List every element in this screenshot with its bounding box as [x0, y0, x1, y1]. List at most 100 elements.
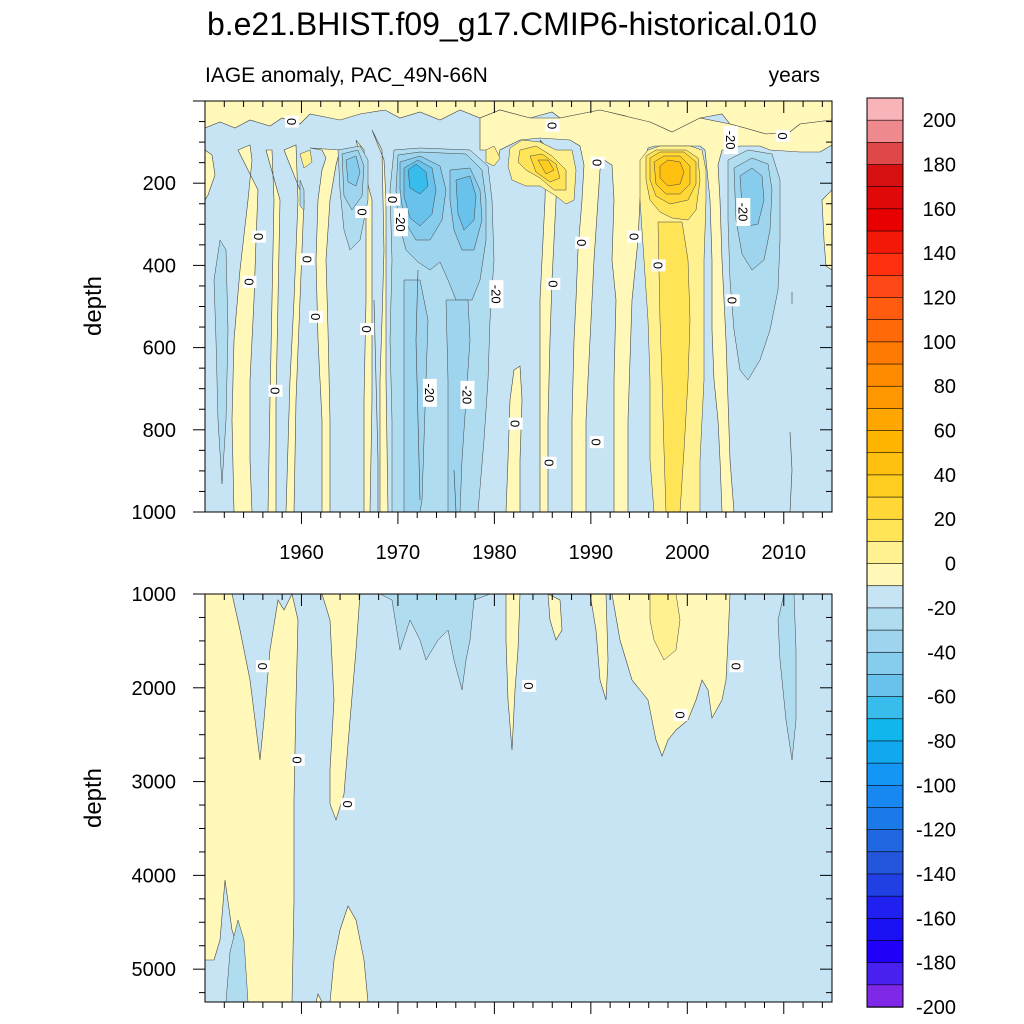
colorbar-swatch [866, 607, 904, 631]
pos-40-b [537, 159, 555, 175]
colorbar: 200180160140120100806040200-20-40-60-80-… [866, 97, 956, 1019]
contour-label-text: 0 [359, 325, 374, 332]
upper-contour-labels: 0 0 -20 0 0 0 0 -20 -20 0 0 0 0 0 0 0 -20 0 0 0 0 -20 -20 0 0 0 [241, 115, 790, 469]
contour-label-bg [589, 436, 604, 449]
contour-label: 0 [241, 275, 257, 288]
contour-label: 0 [626, 230, 642, 243]
upper-y-tick-label: 200 [143, 173, 176, 195]
contour-label-text: 0 [241, 278, 256, 285]
contour-label-text: -20 [393, 213, 408, 232]
contour-label-bg [522, 679, 537, 692]
lower-negative-regions [225, 594, 797, 1002]
contour-label-bg [736, 197, 751, 226]
contour-label-text: 0 [284, 118, 299, 125]
colorbar-swatch [866, 696, 904, 720]
contour-label-text: -20 [735, 203, 750, 222]
upper-x-tick-label: 2000 [665, 542, 710, 564]
colorbar-tick-label: -100 [916, 775, 956, 797]
contour-label-bg [545, 119, 560, 132]
contour-label: 0 [385, 193, 401, 206]
contour-label: -20 [723, 126, 738, 155]
colorbar-swatch [866, 762, 904, 786]
contour-label: 0 [574, 236, 590, 249]
contour-label-bg [575, 236, 590, 249]
colorbar-swatch [866, 319, 904, 343]
pos-band-11 [539, 139, 559, 512]
contour-label-bg [355, 205, 370, 218]
colorbar-tick-label: 100 [923, 332, 956, 354]
colorbar-swatch [866, 563, 904, 587]
contour-label: 0 [725, 294, 740, 307]
contour-label: -20 [393, 208, 408, 237]
colorbar-tick-label: -200 [916, 997, 956, 1019]
contour-label-bg [729, 660, 744, 673]
contour-label-text: 0 [725, 297, 740, 304]
contour-label-text: 0 [290, 756, 305, 763]
colorbar-swatch [866, 784, 904, 809]
contour-label-bg [386, 193, 401, 206]
colorbar-swatch [866, 474, 904, 498]
contour-label: -20 [735, 197, 751, 226]
upper-y-tick-label: 800 [143, 420, 176, 442]
colorbar-tick-label: 140 [923, 243, 956, 265]
colorbar-tick-label: 0 [945, 554, 956, 576]
colorbar-tick-label: 20 [934, 509, 956, 531]
contour-label: -20 [488, 280, 504, 309]
colorbar-swatch [866, 275, 904, 299]
contour-label-text: 0 [385, 196, 400, 203]
lower-contour-labels: 0 0 0 0 0 0 [255, 660, 744, 811]
contour-label-bg [508, 417, 523, 430]
contour-label-text: 0 [775, 132, 790, 139]
lower-neg-c [225, 919, 249, 1002]
contour-label: 0 [251, 230, 267, 243]
contour-label-text: 0 [267, 387, 282, 394]
contour-label-text: -20 [723, 131, 738, 150]
colorbar-tick-label: -40 [927, 642, 956, 664]
lower-pos-c [505, 594, 521, 751]
colorbar-swatches [866, 97, 904, 1008]
lower-y-tick-label: 5000 [132, 959, 177, 981]
contour-label-bg [775, 129, 790, 142]
neg-30-c [345, 155, 361, 187]
colorbar-tick-label: 120 [923, 288, 956, 310]
colorbar-swatch [866, 430, 904, 454]
contour-label-text: 0 [255, 663, 270, 670]
colorbar-swatch [866, 629, 904, 653]
colorbar-swatch [866, 851, 904, 875]
contour-label: 0 [308, 310, 324, 323]
contour-label-text: 0 [521, 682, 536, 689]
contour-line-b [373, 299, 379, 512]
colorbar-swatch [866, 718, 904, 742]
neg-10-d [213, 239, 229, 485]
contour-label-text: 0 [340, 800, 355, 807]
pos-band-3 [205, 149, 216, 201]
colorbar-swatch [866, 496, 904, 520]
contour-label-bg [422, 378, 437, 407]
contour-label-bg [673, 708, 688, 721]
contour-label: 0 [284, 115, 299, 128]
colorbar-swatch [866, 230, 904, 254]
contour-label-text: 0 [508, 420, 523, 427]
contour-label: 0 [589, 436, 604, 449]
colorbar-swatch [866, 962, 904, 986]
neg-20-b [403, 279, 429, 512]
pos-band-10 [479, 109, 832, 512]
contour-label: 0 [299, 253, 315, 266]
colorbar-swatch [866, 807, 904, 831]
colorbar-swatch [866, 142, 904, 166]
colorbar-swatch [866, 895, 904, 920]
upper-y-tick-label: 1000 [132, 502, 177, 524]
contour-label-bg [284, 115, 299, 128]
colorbar-tick-label: -80 [927, 731, 956, 753]
contour-label-bg [590, 156, 605, 169]
upper-right-label: years [769, 64, 820, 87]
colorbar-swatch [866, 297, 904, 321]
colorbar-swatch [866, 651, 904, 676]
contour-label: 0 [508, 417, 523, 430]
lower-pos-g [329, 905, 369, 1002]
upper-x-tick-label: 1960 [279, 542, 324, 564]
upper-extra-contours [373, 269, 793, 512]
pos-band-9 [371, 129, 389, 512]
contour-label: 0 [290, 754, 305, 767]
contour-label: 0 [650, 259, 666, 272]
